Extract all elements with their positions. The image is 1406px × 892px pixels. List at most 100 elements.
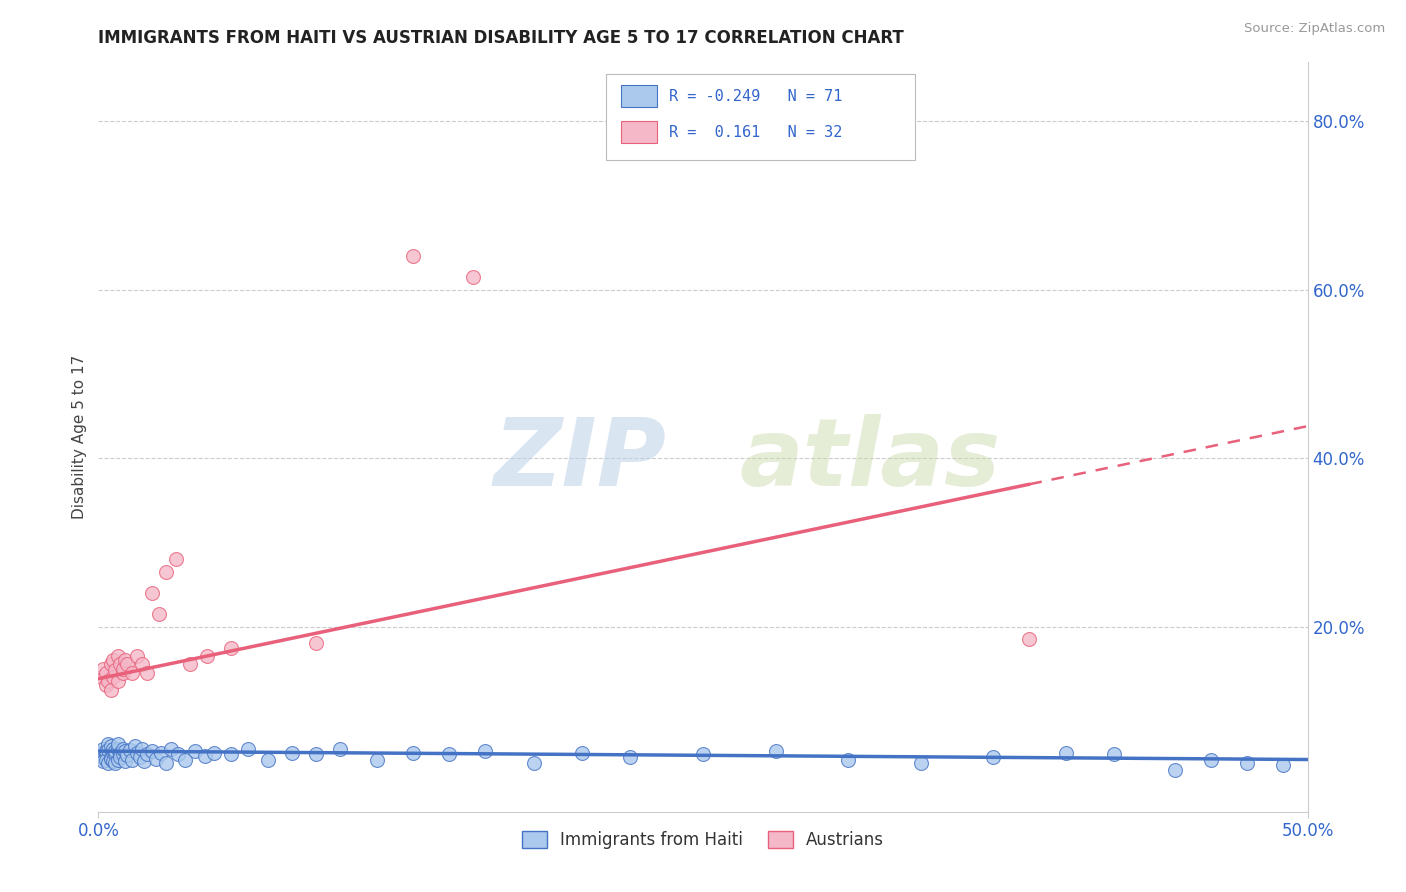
Point [111, 741, 134, 756]
Point [765, 744, 787, 758]
Point [523, 756, 546, 770]
Point [124, 739, 146, 753]
Point [107, 648, 129, 663]
Point [97, 756, 120, 770]
Text: R =  0.161   N = 32: R = 0.161 N = 32 [669, 125, 842, 140]
Point [1102, 747, 1125, 762]
Point [305, 747, 328, 762]
Point [1199, 752, 1222, 766]
Point [692, 747, 714, 762]
Point [131, 741, 153, 756]
Point [94, 752, 117, 766]
Point [117, 748, 139, 763]
Point [619, 750, 641, 764]
Point [150, 746, 173, 760]
FancyBboxPatch shape [621, 85, 657, 107]
Text: R = -0.249   N = 71: R = -0.249 N = 71 [669, 88, 842, 103]
Point [179, 657, 201, 672]
Point [94, 747, 117, 762]
Point [221, 640, 243, 655]
Point [108, 746, 131, 760]
Point [135, 747, 157, 762]
Point [155, 565, 177, 579]
Point [91, 662, 114, 676]
Point [238, 741, 260, 756]
Point [981, 750, 1004, 764]
Point [155, 756, 177, 770]
Point [141, 586, 163, 600]
Point [97, 737, 120, 751]
Point [194, 749, 217, 764]
Point [101, 746, 124, 760]
Point [221, 747, 243, 762]
Point [97, 743, 120, 757]
Point [111, 747, 134, 762]
Point [131, 657, 153, 672]
Point [118, 743, 141, 757]
Text: Source: ZipAtlas.com: Source: ZipAtlas.com [1244, 22, 1385, 36]
Point [402, 249, 425, 263]
Text: IMMIGRANTS FROM HAITI VS AUSTRIAN DISABILITY AGE 5 TO 17 CORRELATION CHART: IMMIGRANTS FROM HAITI VS AUSTRIAN DISABI… [98, 29, 904, 47]
Point [134, 754, 156, 768]
Point [1018, 632, 1040, 647]
Point [104, 663, 127, 677]
Point [571, 746, 593, 760]
Text: ZIP: ZIP [494, 414, 666, 506]
FancyBboxPatch shape [621, 121, 657, 144]
Point [100, 657, 122, 672]
Point [108, 657, 131, 672]
Point [111, 662, 134, 676]
Point [366, 752, 388, 766]
Point [111, 665, 134, 680]
Point [94, 744, 117, 758]
Point [127, 746, 149, 760]
Point [256, 752, 278, 766]
Legend: Immigrants from Haiti, Austrians: Immigrants from Haiti, Austrians [515, 824, 891, 855]
Point [100, 752, 122, 766]
Point [141, 744, 163, 758]
Point [1272, 758, 1295, 772]
Point [148, 607, 170, 621]
Point [167, 747, 190, 762]
Point [1163, 763, 1185, 777]
Point [1054, 746, 1077, 760]
Point [104, 744, 127, 758]
FancyBboxPatch shape [606, 74, 915, 160]
Point [145, 752, 167, 766]
Point [160, 741, 183, 756]
Point [195, 648, 218, 663]
Point [437, 747, 460, 762]
Point [107, 674, 129, 689]
Point [104, 756, 127, 770]
Point [184, 744, 207, 758]
Point [127, 648, 149, 663]
Point [305, 636, 328, 650]
Point [128, 750, 150, 764]
Point [107, 741, 129, 756]
Point [114, 754, 136, 768]
Point [100, 682, 122, 697]
Point [1236, 756, 1258, 770]
Point [101, 741, 124, 756]
Point [121, 665, 143, 680]
Point [101, 670, 124, 684]
Point [837, 752, 859, 766]
Point [463, 270, 485, 285]
Point [100, 750, 122, 764]
Point [107, 752, 129, 766]
Point [204, 746, 226, 760]
Point [474, 744, 496, 758]
Text: atlas: atlas [740, 414, 1001, 506]
Point [165, 552, 187, 566]
Y-axis label: Disability Age 5 to 17: Disability Age 5 to 17 [72, 355, 87, 519]
Point [135, 665, 157, 680]
Point [94, 665, 117, 680]
Point [121, 752, 143, 766]
Point [117, 657, 139, 672]
Point [910, 756, 932, 770]
Point [91, 741, 114, 756]
Point [91, 754, 114, 768]
Point [101, 653, 124, 667]
Point [100, 739, 122, 753]
Point [114, 653, 136, 667]
